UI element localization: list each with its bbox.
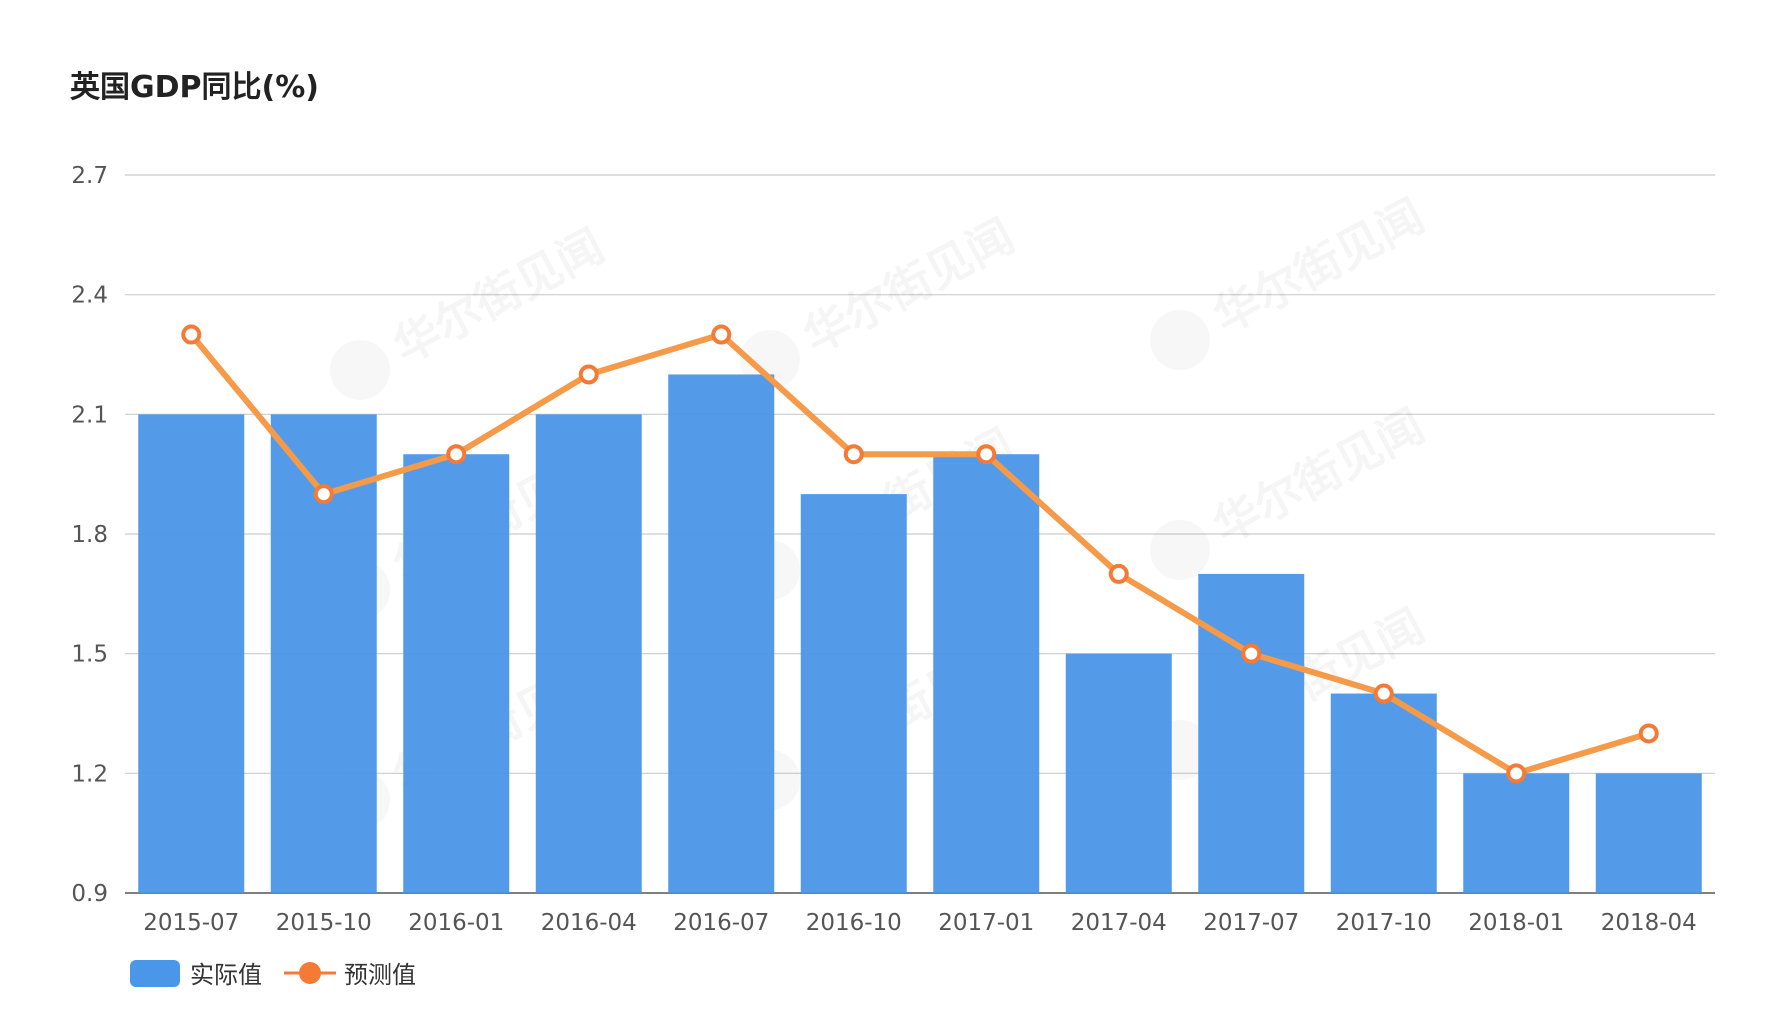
legend[interactable]: 实际值 预测值 — [130, 960, 416, 989]
x-tick-label: 2018-01 — [1468, 910, 1564, 936]
line-series — [181, 324, 1659, 784]
x-tick-label: 2017-07 — [1203, 910, 1299, 936]
forecast-point-2018-04[interactable] — [1638, 723, 1659, 744]
watermark-mark: 华尔街见闻 — [729, 206, 1024, 401]
watermark-text: 华尔街见闻 — [384, 218, 612, 374]
x-tick-label: 2016-10 — [806, 910, 902, 936]
y-tick-label: 2.4 — [71, 283, 108, 309]
y-tick-label: 2.1 — [71, 402, 108, 428]
bar-2016-04[interactable] — [535, 414, 642, 893]
forecast-point-2016-07[interactable] — [711, 324, 732, 345]
forecast-point-2018-01[interactable] — [1506, 763, 1527, 784]
bar-2017-01[interactable] — [933, 454, 1040, 893]
legend-swatch-bar — [130, 960, 180, 987]
y-tick-label: 2.7 — [71, 163, 108, 189]
forecast-point-2017-10[interactable] — [1373, 683, 1394, 704]
legend-item-forecast[interactable]: 预测值 — [284, 961, 416, 989]
watermark-text: 华尔街见闻 — [794, 208, 1022, 364]
forecast-point-2015-10[interactable] — [313, 484, 334, 505]
forecast-point-2015-07[interactable] — [181, 324, 202, 345]
y-tick-label: 1.8 — [71, 522, 108, 548]
watermark-text: 华尔街见闻 — [1204, 398, 1432, 554]
forecast-point-2016-04[interactable] — [578, 364, 599, 385]
y-tick-label: 1.2 — [71, 761, 108, 787]
bar-2016-01[interactable] — [403, 454, 510, 893]
bar-2016-07[interactable] — [668, 374, 775, 893]
watermark-text: 华尔街见闻 — [1204, 188, 1432, 344]
legend-label-actual: 实际值 — [190, 961, 262, 989]
forecast-point-2016-01[interactable] — [446, 444, 467, 465]
bar-2015-07[interactable] — [138, 414, 245, 893]
x-axis-ticks: 2015-07 2015-10 2016-01 2016-04 2016-07 2016-… — [143, 910, 1697, 936]
watermark-mark: 华尔街见闻 — [1139, 396, 1434, 591]
forecast-point-2017-04[interactable] — [1108, 563, 1129, 584]
x-tick-label: 2017-01 — [938, 910, 1034, 936]
legend-item-actual[interactable]: 实际值 — [130, 960, 262, 989]
bar-2017-10[interactable] — [1330, 693, 1437, 893]
chart-title: 英国GDP同比(%) — [70, 70, 319, 105]
forecast-point-2016-10[interactable] — [843, 444, 864, 465]
forecast-point-2017-01[interactable] — [976, 444, 997, 465]
watermark-logo-icon — [1139, 299, 1220, 380]
y-tick-label: 0.9 — [71, 881, 108, 907]
x-tick-label: 2015-10 — [276, 910, 372, 936]
bar-2017-04[interactable] — [1065, 653, 1172, 893]
bar-2018-01[interactable] — [1463, 773, 1570, 893]
x-tick-label: 2017-10 — [1336, 910, 1432, 936]
x-tick-label: 2016-04 — [541, 910, 637, 936]
bar-2017-07[interactable] — [1198, 573, 1305, 893]
watermark-logo-icon — [319, 329, 400, 410]
legend-label-forecast: 预测值 — [344, 961, 416, 989]
x-tick-label: 2018-04 — [1601, 910, 1697, 936]
x-tick-label: 2016-07 — [673, 910, 769, 936]
y-axis-ticks: 0.9 1.2 1.5 1.8 2.1 2.4 2.7 — [71, 163, 108, 907]
bar-2016-10[interactable] — [800, 494, 907, 893]
x-tick-label: 2017-04 — [1071, 910, 1167, 936]
y-tick-label: 1.5 — [71, 642, 108, 668]
x-tick-label: 2015-07 — [143, 910, 239, 936]
forecast-line — [188, 331, 1652, 777]
watermark-mark: 华尔街见闻 — [319, 216, 614, 411]
bar-series — [138, 374, 1702, 893]
legend-swatch-marker — [299, 962, 321, 984]
grid-lines — [125, 174, 1715, 894]
forecast-point-2017-07[interactable] — [1241, 643, 1262, 664]
watermark-mark: 华尔街见闻 — [1139, 186, 1434, 381]
bar-2018-04[interactable] — [1595, 773, 1702, 893]
x-tick-label: 2016-01 — [408, 910, 504, 936]
